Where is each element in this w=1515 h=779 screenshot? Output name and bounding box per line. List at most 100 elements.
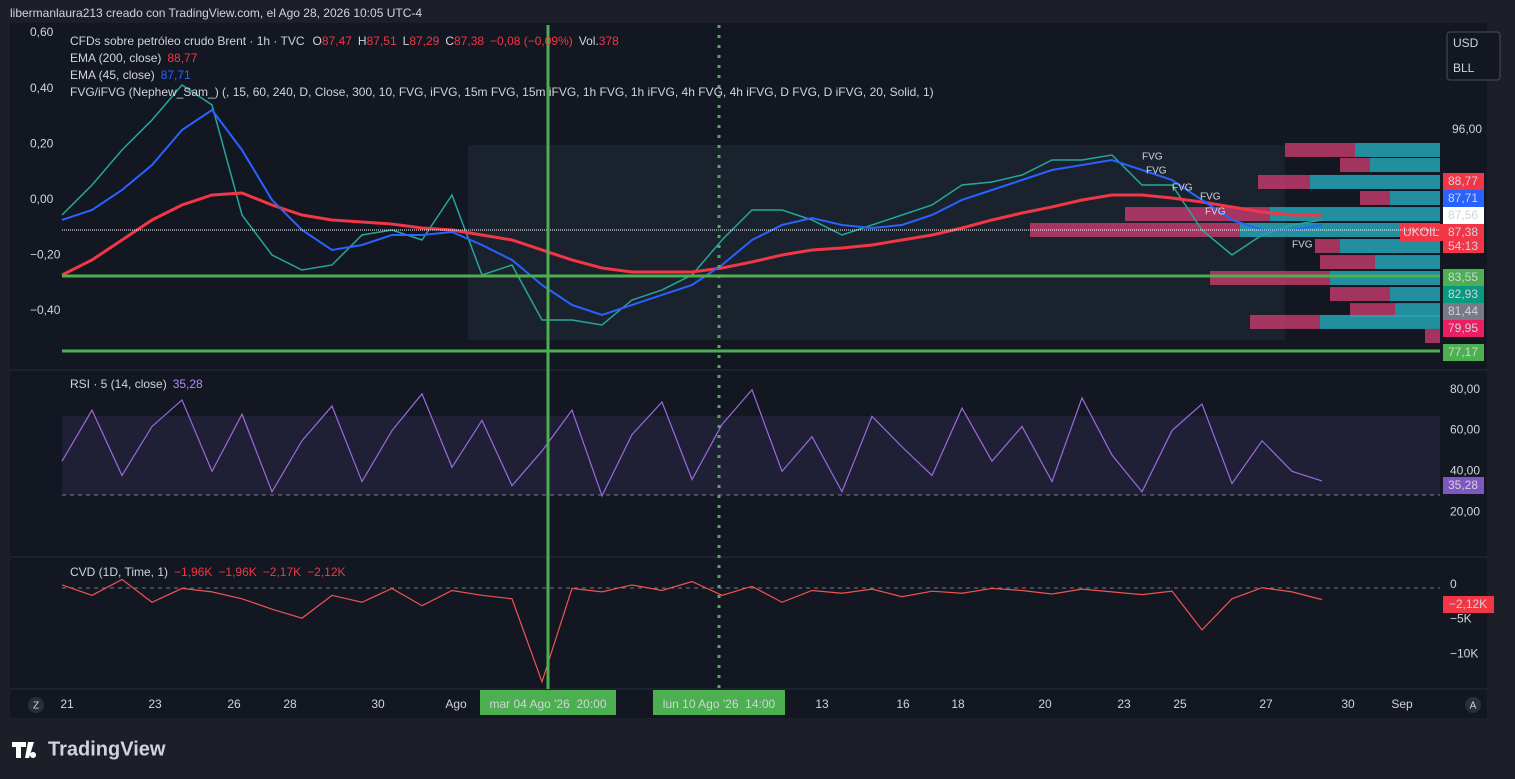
cvd-value: −2,17K xyxy=(263,565,301,579)
legend-fvg: FVG/iFVG (Nephew_Sam_) (, 15, 60, 240, D… xyxy=(70,85,934,99)
left-tick-label: −0,40 xyxy=(30,303,61,317)
volume-buy xyxy=(1250,314,1320,329)
x-tick-label: 30 xyxy=(1341,697,1355,711)
vol-label: Vol. xyxy=(579,34,599,48)
time-marker-bg xyxy=(480,690,616,715)
y-tick-label: −5K xyxy=(1450,612,1472,626)
volume-sell xyxy=(1390,287,1440,302)
price-label: 83,55 xyxy=(1448,270,1478,284)
volume-buy xyxy=(1425,329,1440,344)
l-value: 87,29 xyxy=(409,34,439,48)
volume-buy xyxy=(1285,142,1355,157)
volume-buy xyxy=(1340,157,1370,172)
symbol: CFDs sobre petróleo crudo Brent · 1h · T… xyxy=(70,34,305,48)
o-label: O xyxy=(313,34,322,48)
fvg-label: FVG xyxy=(1200,192,1221,203)
price-label-bg xyxy=(1443,344,1484,361)
volume-buy xyxy=(1360,191,1390,206)
volume-buy xyxy=(1320,255,1375,270)
volume-sell xyxy=(1270,207,1440,222)
price-label-bg xyxy=(1443,224,1484,241)
rsi-title: RSI · 5 (14, close) xyxy=(70,377,167,391)
rsi-line xyxy=(61,388,1323,498)
currency-box[interactable] xyxy=(1446,31,1501,81)
header-title: libermanlaura213 creado con TradingView.… xyxy=(10,6,422,20)
button[interactable] xyxy=(28,697,44,713)
l-label: L xyxy=(403,34,410,48)
cvd-value: −1,96K xyxy=(174,565,212,579)
cvd-label-bg xyxy=(1443,596,1494,613)
price-label-bg xyxy=(1443,207,1484,224)
x-tick-label: 23 xyxy=(1117,697,1131,711)
x-tick-label: 21 xyxy=(60,697,74,711)
x-tick-label: 27 xyxy=(1259,697,1273,711)
price-label-bg xyxy=(1443,286,1484,303)
ema200-line xyxy=(61,191,1322,277)
volume-sell xyxy=(1390,191,1440,206)
symbol-tag: UKOIL xyxy=(1403,225,1439,239)
button-label: A xyxy=(1470,701,1477,712)
c-label: C xyxy=(445,34,454,48)
logo-icon xyxy=(12,742,37,758)
cvd-current: −2,12K xyxy=(1449,597,1487,611)
price-label: 87,38 xyxy=(1448,225,1478,239)
volume-buy xyxy=(1258,174,1310,189)
range-box xyxy=(468,145,1285,340)
y-tick-label: −10K xyxy=(1450,646,1478,660)
button-label: Z xyxy=(33,701,39,712)
price-label: 87,71 xyxy=(1448,191,1478,205)
volume-sell xyxy=(1375,255,1440,270)
left-tick-label: 0,40 xyxy=(30,81,54,95)
ema-value: 88,77 xyxy=(167,51,197,65)
vol-value: 378 xyxy=(599,34,619,48)
rsi-label-bg xyxy=(1443,477,1484,494)
fvg-label: FVG xyxy=(1142,152,1163,163)
fvg-label: FVG xyxy=(1205,207,1226,218)
h-label: H xyxy=(358,34,367,48)
price-label-bg xyxy=(1443,239,1484,253)
price-label: 82,93 xyxy=(1448,287,1478,301)
x-tick-label: 20 xyxy=(1038,697,1052,711)
cvd-legend: CVD (1D, Time, 1) −1,96K −1,96K −2,17K −2,12… xyxy=(70,565,346,579)
symbol-tag-bg xyxy=(1400,224,1443,241)
volume-buy xyxy=(1330,287,1390,302)
volume-sell xyxy=(1310,174,1440,189)
x-tick-label: 13 xyxy=(815,697,829,711)
price-label: 77,17 xyxy=(1448,345,1478,359)
cvd-title: CVD (1D, Time, 1) xyxy=(70,565,168,579)
unit: BLL xyxy=(1453,61,1475,75)
left-tick-label: 0,60 xyxy=(30,25,54,39)
fvg-label: FVG xyxy=(1172,183,1193,194)
cvd-value: −2,12K xyxy=(307,565,345,579)
legend-ema45: EMA (45, close) 87,71 xyxy=(70,68,191,82)
left-tick-label: −0,20 xyxy=(30,248,61,262)
price-label-bg xyxy=(1443,320,1484,337)
c-value: 87,38 xyxy=(454,34,484,48)
volume-sell xyxy=(1370,157,1440,172)
price-label: 81,44 xyxy=(1448,304,1478,318)
y-tick-label: 60,00 xyxy=(1450,423,1480,437)
volume-sell xyxy=(1320,314,1440,329)
cvd-line xyxy=(61,578,1323,684)
x-tick-label: 28 xyxy=(283,697,297,711)
rsi-band xyxy=(62,416,1440,495)
time-marker-bg xyxy=(653,690,785,715)
rsi-current: 35,28 xyxy=(1448,478,1478,492)
rsi-legend: RSI · 5 (14, close) 35,28 xyxy=(70,377,203,391)
fvg-label: FVG xyxy=(1146,166,1167,177)
ema-name: EMA (45, close) xyxy=(70,68,155,82)
price-label-bg xyxy=(1443,269,1484,286)
volume-buy xyxy=(1210,271,1330,286)
x-tick-label: 16 xyxy=(896,697,910,711)
price-label-bg xyxy=(1443,190,1484,207)
x-tick-label: 26 xyxy=(227,697,241,711)
ema-name: EMA (200, close) xyxy=(70,51,161,65)
price-label-bg xyxy=(1443,173,1484,190)
currency: USD xyxy=(1453,36,1479,50)
y-tick-label: 20,00 xyxy=(1450,504,1480,518)
volume-sell xyxy=(1355,142,1440,157)
button[interactable] xyxy=(1465,697,1481,713)
price-label: 87,56 xyxy=(1448,208,1478,222)
ema-value: 87,71 xyxy=(161,68,191,82)
